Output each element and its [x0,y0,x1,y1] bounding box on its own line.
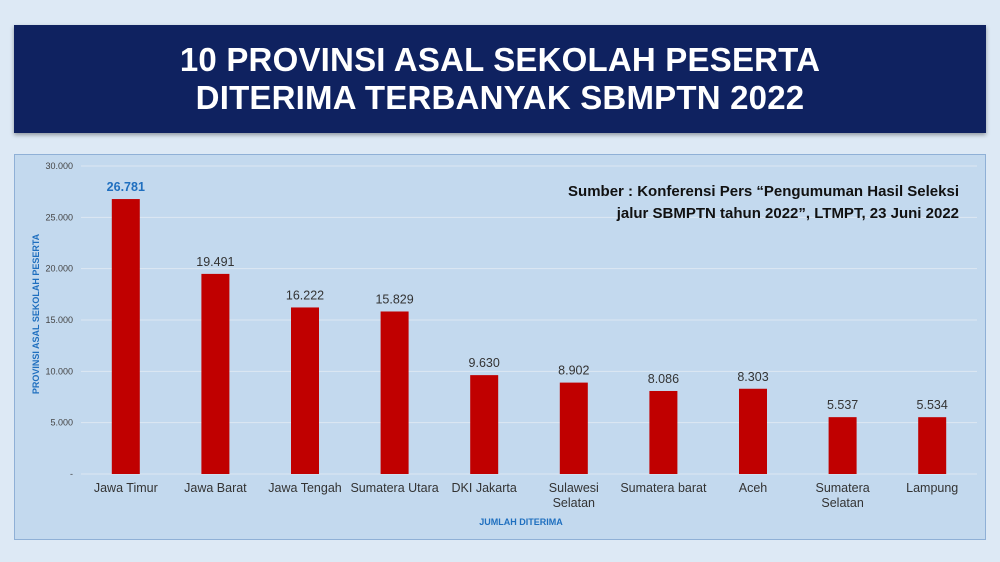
bar [739,388,767,474]
y-tick-label: 15.000 [45,315,73,325]
y-tick-label: 10.000 [45,366,73,376]
data-label: 19.491 [196,255,234,269]
source-line-2: jalur SBMPTN tahun 2022”, LTMPT, 23 Juni… [616,205,959,222]
bar [828,417,857,474]
x-tick-label: Aceh [739,481,768,495]
title-line-2: DITERIMA TERBANYAK SBMPTN 2022 [195,79,805,116]
x-tick-label: Sumatera [815,481,869,495]
x-tick-label: Selatan [821,496,863,510]
y-tick-label: 25.000 [45,212,73,222]
x-tick-label: Sumatera barat [620,481,707,495]
bar [649,390,678,474]
bar [111,199,140,474]
data-label: 5.537 [827,398,858,412]
data-label: 8.086 [648,372,679,386]
data-label: 26.781 [107,180,145,194]
x-tick-label: Lampung [906,481,958,495]
data-label: 15.829 [375,292,413,306]
x-axis-title: JUMLAH DITERIMA [479,517,563,527]
bar [559,382,588,474]
x-tick-label: Sumatera Utara [350,481,438,495]
bar [470,375,499,474]
y-tick-label: 20.000 [45,264,73,274]
bar [201,273,230,474]
data-label: 8.902 [558,364,589,378]
data-label: 5.534 [917,398,948,412]
y-tick-label: 5.000 [50,418,73,428]
source-note: Sumber : Konferensi Pers “Pengumuman Has… [568,181,959,225]
data-label: 8.303 [737,370,768,384]
title-line-1: 10 PROVINSI ASAL SEKOLAH PESERTA [179,41,821,78]
x-tick-label: Jawa Timur [94,481,158,495]
bar [380,311,409,474]
x-tick-label: DKI Jakarta [452,481,517,495]
x-tick-label: Jawa Barat [184,481,247,495]
data-label: 9.630 [469,356,500,370]
bar [918,417,947,474]
source-line-1: Sumber : Konferensi Pers “Pengumuman Has… [568,183,959,200]
x-tick-label: Jawa Tengah [268,481,341,495]
title-banner: 10 PROVINSI ASAL SEKOLAH PESERTA DITERIM… [14,25,986,133]
y-tick-label: - [70,469,73,479]
x-tick-label: Selatan [553,496,595,510]
bar [291,307,319,474]
x-tick-label: Sulawesi [549,481,599,495]
chart-panel: - 5.000 10.000 15.000 20.000 25.000 30.000 26.7… [14,154,986,540]
y-axis-title: PROVINSI ASAL SEKOLAH PESERTA [31,233,41,394]
bar-chart: - 5.000 10.000 15.000 20.000 25.000 30.000 26.7… [31,161,977,527]
data-label: 16.222 [286,288,324,302]
y-tick-label: 30.000 [45,161,73,171]
